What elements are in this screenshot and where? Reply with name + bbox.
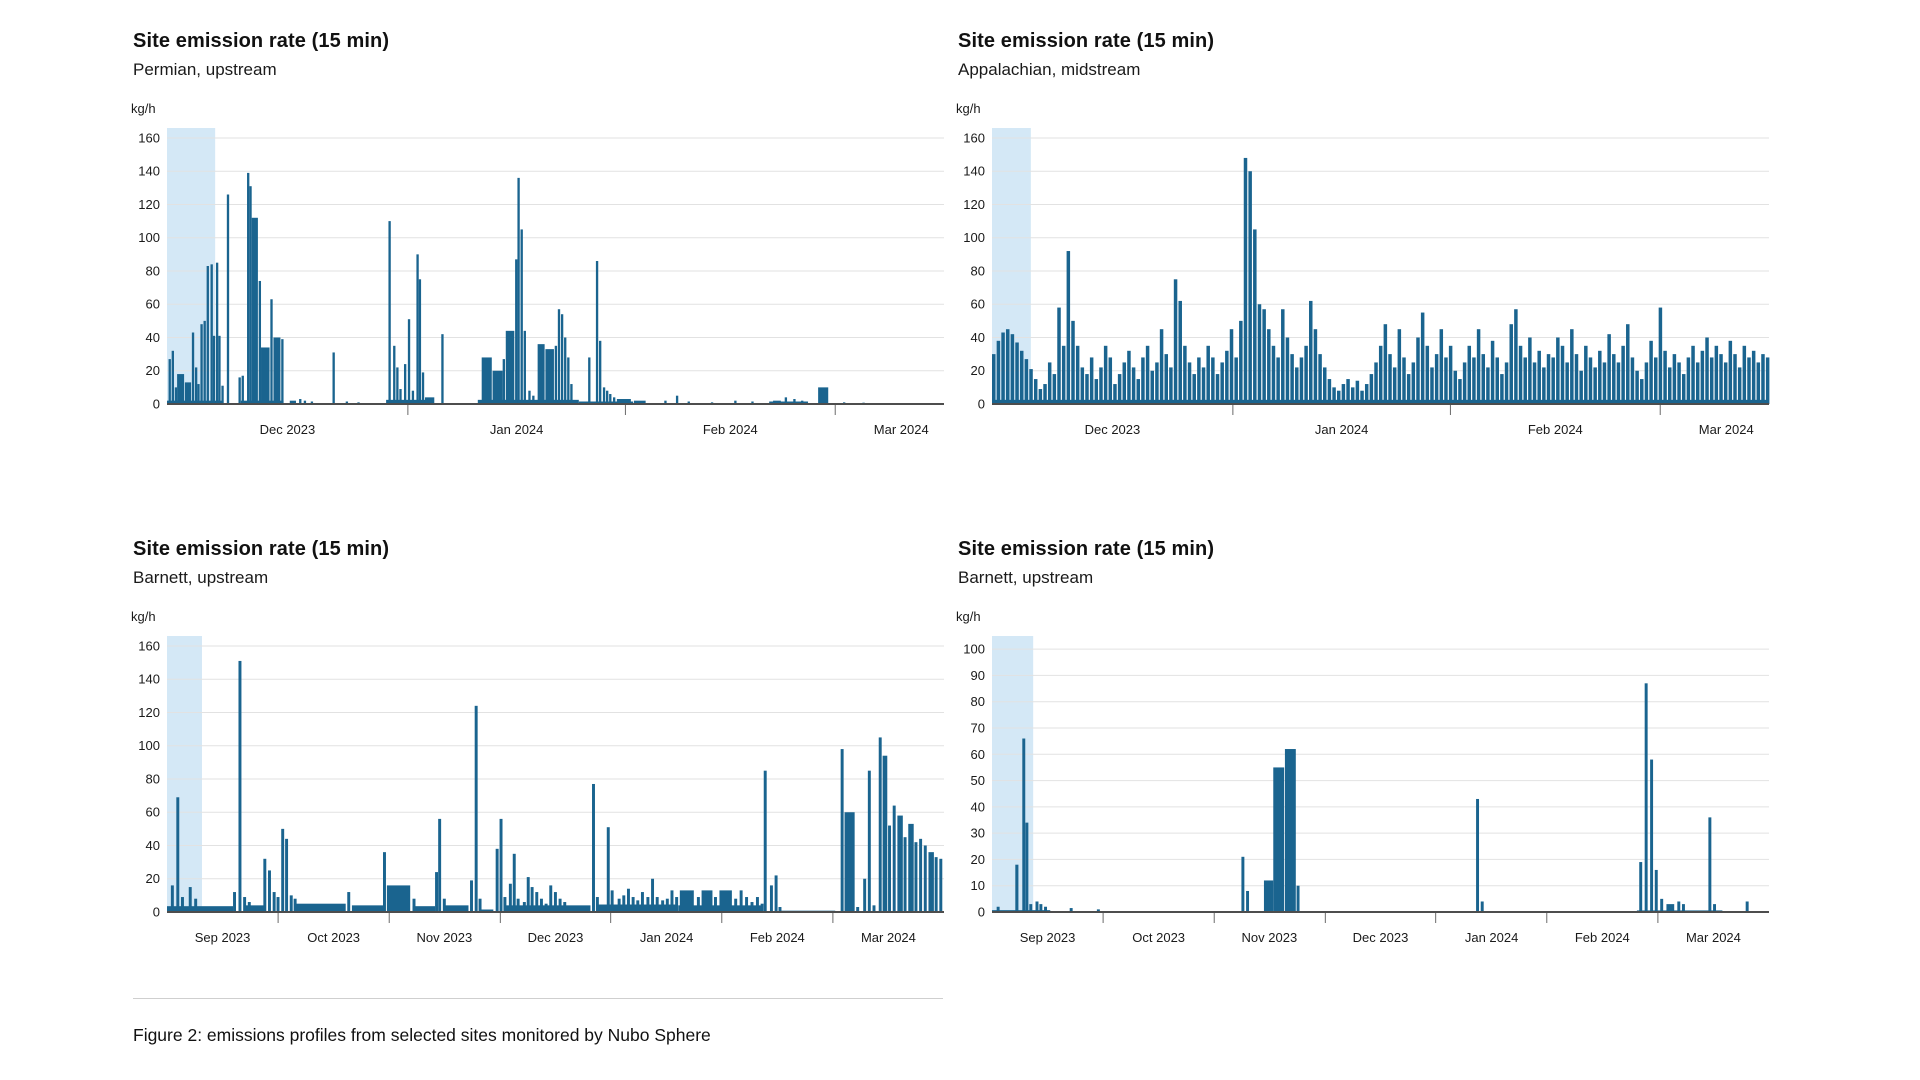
svg-text:0: 0 xyxy=(978,397,985,412)
svg-text:60: 60 xyxy=(146,805,160,820)
svg-text:20: 20 xyxy=(146,363,160,378)
svg-text:160: 160 xyxy=(963,130,985,145)
chart-card-barnett-upstream-2: Site emission rate (15 min) Barnett, ups… xyxy=(956,530,1790,949)
svg-text:80: 80 xyxy=(146,263,160,278)
svg-text:100: 100 xyxy=(963,230,985,245)
svg-text:100: 100 xyxy=(963,642,985,657)
svg-text:80: 80 xyxy=(971,263,985,278)
svg-text:Feb 2024: Feb 2024 xyxy=(1528,422,1583,437)
svg-text:Dec 2023: Dec 2023 xyxy=(1353,930,1409,945)
svg-text:Nov 2023: Nov 2023 xyxy=(1242,930,1298,945)
figure-caption-block: Figure 2: emissions profiles from select… xyxy=(133,998,943,1046)
svg-text:100: 100 xyxy=(138,230,160,245)
svg-text:Sep 2023: Sep 2023 xyxy=(195,930,251,945)
svg-text:Oct 2023: Oct 2023 xyxy=(1132,930,1185,945)
svg-text:20: 20 xyxy=(146,871,160,886)
chart-card-appalachian-midstream: Site emission rate (15 min) Appalachian,… xyxy=(956,22,1790,441)
chart-subtitle: Permian, upstream xyxy=(133,60,277,79)
svg-text:Mar 2024: Mar 2024 xyxy=(874,422,929,437)
svg-text:20: 20 xyxy=(971,852,985,867)
figure-caption: Figure 2: emissions profiles from select… xyxy=(133,1025,711,1045)
svg-text:Feb 2024: Feb 2024 xyxy=(1575,930,1630,945)
svg-text:140: 140 xyxy=(138,672,160,687)
svg-text:0: 0 xyxy=(978,905,985,920)
chart-subtitle: Appalachian, midstream xyxy=(958,60,1141,79)
svg-text:160: 160 xyxy=(138,638,160,653)
svg-text:Jan 2024: Jan 2024 xyxy=(1465,930,1519,945)
svg-text:60: 60 xyxy=(146,297,160,312)
svg-text:70: 70 xyxy=(971,721,985,736)
svg-text:140: 140 xyxy=(138,164,160,179)
svg-text:120: 120 xyxy=(963,197,985,212)
svg-text:Mar 2024: Mar 2024 xyxy=(1686,930,1741,945)
svg-text:40: 40 xyxy=(971,330,985,345)
svg-text:Mar 2024: Mar 2024 xyxy=(861,930,916,945)
svg-text:Feb 2024: Feb 2024 xyxy=(703,422,758,437)
y-axis-unit-label: kg/h xyxy=(956,101,981,116)
svg-text:Mar 2024: Mar 2024 xyxy=(1699,422,1754,437)
svg-text:40: 40 xyxy=(146,838,160,853)
svg-text:160: 160 xyxy=(138,130,160,145)
svg-text:40: 40 xyxy=(971,799,985,814)
svg-text:60: 60 xyxy=(971,297,985,312)
chart-card-barnett-upstream-1: Site emission rate (15 min) Barnett, ups… xyxy=(131,530,965,949)
svg-text:30: 30 xyxy=(971,826,985,841)
chart-title: Site emission rate (15 min) xyxy=(958,30,1215,52)
svg-text:Feb 2024: Feb 2024 xyxy=(750,930,805,945)
svg-text:120: 120 xyxy=(138,705,160,720)
svg-text:40: 40 xyxy=(146,330,160,345)
svg-text:Dec 2023: Dec 2023 xyxy=(260,422,316,437)
svg-text:20: 20 xyxy=(971,363,985,378)
svg-text:0: 0 xyxy=(153,397,160,412)
svg-text:80: 80 xyxy=(971,694,985,709)
svg-text:Jan 2024: Jan 2024 xyxy=(640,930,694,945)
svg-text:120: 120 xyxy=(138,197,160,212)
y-axis-unit-label: kg/h xyxy=(131,101,156,116)
svg-text:80: 80 xyxy=(146,771,160,786)
svg-text:Dec 2023: Dec 2023 xyxy=(528,930,584,945)
svg-text:10: 10 xyxy=(971,878,985,893)
chart-title: Site emission rate (15 min) xyxy=(958,538,1215,560)
svg-text:Jan 2024: Jan 2024 xyxy=(490,422,544,437)
svg-text:Oct 2023: Oct 2023 xyxy=(307,930,360,945)
svg-text:90: 90 xyxy=(971,668,985,683)
chart-subtitle: Barnett, upstream xyxy=(958,568,1094,587)
bar-plot-permian: 0 20 40 60 80 100 120 140 160 Dec 2023 Jan 2024 Feb… xyxy=(138,128,944,437)
svg-text:50: 50 xyxy=(971,773,985,788)
y-axis-unit-label: kg/h xyxy=(131,609,156,624)
svg-text:60: 60 xyxy=(971,747,985,762)
y-axis-unit-label: kg/h xyxy=(956,609,981,624)
chart-subtitle: Barnett, upstream xyxy=(133,568,269,587)
figure-divider xyxy=(133,998,943,999)
svg-text:Dec 2023: Dec 2023 xyxy=(1085,422,1141,437)
chart-title: Site emission rate (15 min) xyxy=(133,30,390,52)
svg-text:Nov 2023: Nov 2023 xyxy=(417,930,473,945)
svg-text:Jan 2024: Jan 2024 xyxy=(1315,422,1369,437)
chart-card-permian-upstream: Site emission rate (15 min) Permian, ups… xyxy=(131,22,965,441)
svg-text:100: 100 xyxy=(138,738,160,753)
bar-plot-appalachian: 0 20 40 60 80 100 120 140 160 Dec 2023 Jan 2024 Feb… xyxy=(963,128,1770,437)
bar-plot-barnett-2: 0 10 20 30 40 50 60 70 80 90 100 Sep 2023 Oct 2023 No… xyxy=(963,636,1769,945)
svg-text:140: 140 xyxy=(963,164,985,179)
svg-text:0: 0 xyxy=(153,905,160,920)
chart-title: Site emission rate (15 min) xyxy=(133,538,390,560)
bar-plot-barnett-1: 0 20 40 60 80 100 120 140 160 Sep 2023 Oct 2023 Nov… xyxy=(138,636,944,945)
svg-text:Sep 2023: Sep 2023 xyxy=(1020,930,1076,945)
